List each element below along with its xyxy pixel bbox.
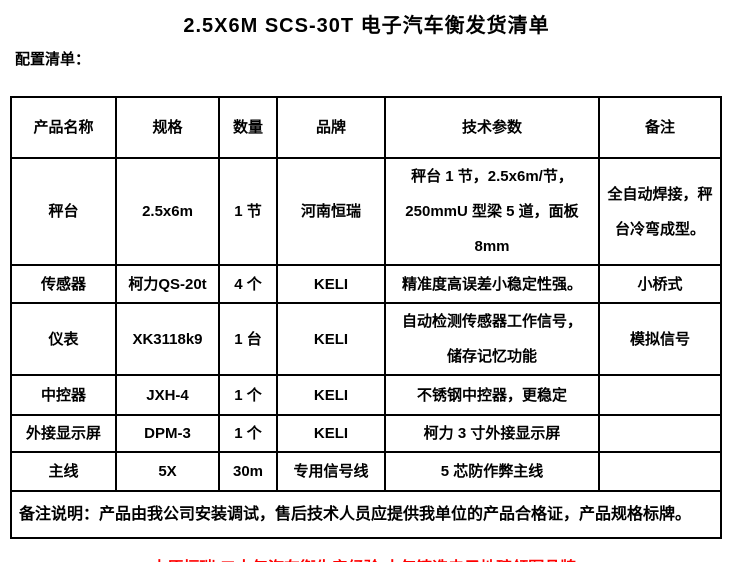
table-row: 外接显示屏 DPM-3 1 个 KELI 柯力 3 寸外接显示屏	[10, 414, 722, 453]
table-row: 仪表 XK3118k9 1 台 KELI 自动检测传感器工作信号， 储存记忆功能…	[10, 302, 722, 376]
cell-product-name: 中控器	[10, 374, 117, 416]
cell-brand: KELI	[276, 302, 386, 376]
table-row: 主线 5X 30m 专用信号线 5 芯防作弊主线	[10, 451, 722, 492]
config-table: 产品名称 规格 数量 品牌 技术参数 备注 秤台 2.5x6m 1 节 河南恒瑞…	[10, 96, 722, 539]
cell-spec: 5X	[115, 451, 220, 492]
cell-remarks: 全自动焊接，秤 台冷弯成型。	[598, 157, 722, 266]
cell-spec: 柯力QS-20t	[115, 264, 220, 304]
page-title: 2.5X6M SCS-30T 电子汽车衡发货清单	[183, 15, 550, 37]
cell-quantity: 30m	[218, 451, 278, 492]
table-footer-row: 备注说明：产品由我公司安装调试，售后技术人员应提供我单位的产品合格证，产品规格标…	[10, 490, 722, 539]
cell-tech-params: 5 芯防作弊主线	[384, 451, 600, 492]
cell-remarks	[598, 414, 722, 453]
cell-quantity: 4 个	[218, 264, 278, 304]
cell-spec: XK3118k9	[115, 302, 220, 376]
table-row: 中控器 JXH-4 1 个 KELI 不锈钢中控器，更稳定	[10, 374, 722, 416]
cell-tech-params: 不锈钢中控器，更稳定	[384, 374, 600, 416]
cell-brand: 河南恒瑞	[276, 157, 386, 266]
cell-quantity: 1 个	[218, 414, 278, 453]
cell-product-name: 仪表	[10, 302, 117, 376]
cell-spec: JXH-4	[115, 374, 220, 416]
footer-note: 备注说明：产品由我公司安装调试，售后技术人员应提供我单位的产品合格证，产品规格标…	[10, 490, 722, 539]
brand-slogan: 中原恒瑞 二十年汽车衡生产经验 十年铸造电子地磅领军品牌!	[0, 557, 733, 562]
cell-remarks	[598, 374, 722, 416]
cell-product-name: 秤台	[10, 157, 117, 266]
cell-product-name: 外接显示屏	[10, 414, 117, 453]
header-remarks: 备注	[598, 96, 722, 159]
cell-brand: KELI	[276, 264, 386, 304]
header-quantity: 数量	[218, 96, 278, 159]
cell-quantity: 1 节	[218, 157, 278, 266]
cell-tech-params: 秤台 1 节，2.5x6m/节， 250mmU 型梁 5 道，面板 8mm	[384, 157, 600, 266]
cell-quantity: 1 台	[218, 302, 278, 376]
cell-brand: KELI	[276, 414, 386, 453]
cell-tech-params: 自动检测传感器工作信号， 储存记忆功能	[384, 302, 600, 376]
cell-remarks: 小桥式	[598, 264, 722, 304]
cell-remarks	[598, 451, 722, 492]
header-product-name: 产品名称	[10, 96, 117, 159]
header-brand: 品牌	[276, 96, 386, 159]
cell-tech-params: 柯力 3 寸外接显示屏	[384, 414, 600, 453]
header-tech-params: 技术参数	[384, 96, 600, 159]
config-list-label: 配置清单：	[15, 51, 91, 68]
table-header-row: 产品名称 规格 数量 品牌 技术参数 备注	[10, 96, 722, 159]
cell-quantity: 1 个	[218, 374, 278, 416]
cell-remarks: 模拟信号	[598, 302, 722, 376]
cell-product-name: 主线	[10, 451, 117, 492]
cell-spec: 2.5x6m	[115, 157, 220, 266]
cell-spec: DPM-3	[115, 414, 220, 453]
table-row: 传感器 柯力QS-20t 4 个 KELI 精准度高误差小稳定性强。 小桥式	[10, 264, 722, 304]
table-row: 秤台 2.5x6m 1 节 河南恒瑞 秤台 1 节，2.5x6m/节， 250m…	[10, 157, 722, 266]
cell-product-name: 传感器	[10, 264, 117, 304]
cell-tech-params: 精准度高误差小稳定性强。	[384, 264, 600, 304]
cell-brand: 专用信号线	[276, 451, 386, 492]
header-spec: 规格	[115, 96, 220, 159]
cell-brand: KELI	[276, 374, 386, 416]
